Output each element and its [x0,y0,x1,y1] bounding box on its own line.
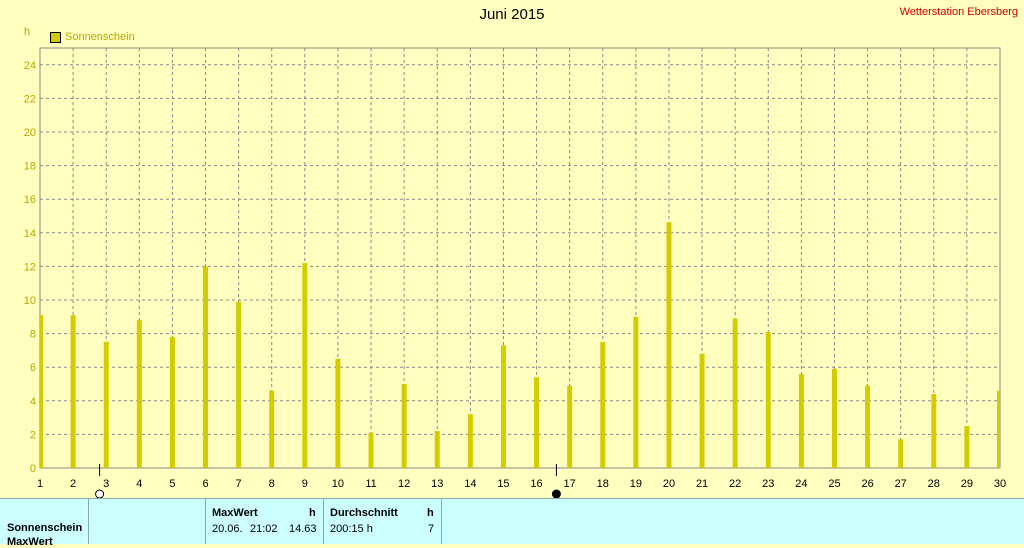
avg-total: 200:15 h [330,523,373,535]
plot-frame [39,47,1001,469]
x-tick-label: 2 [70,478,76,490]
x-tick-label: 25 [828,478,840,490]
bar [335,358,341,468]
row-label-sonnenschein: Sonnenschein [7,522,83,534]
y-tick-label: 4 [30,396,36,408]
bar [40,315,43,468]
max-header: MaxWert [212,507,258,519]
station-name: Wetterstation Ebersberg [899,6,1018,18]
bar [534,377,540,468]
panel-separator [205,499,206,544]
bar [798,373,804,468]
x-tick-label: 21 [696,478,708,490]
panel-separator [88,499,89,544]
x-tick-label: 7 [236,478,242,490]
panel-separator [441,499,442,544]
bar [136,320,142,468]
bar [302,263,308,468]
y-tick-label: 0 [30,463,36,475]
max-time: 21:02 [250,523,278,535]
bar [633,316,639,468]
y-tick-label: 12 [24,261,36,273]
x-tick-label: 14 [464,478,476,490]
bar [931,394,937,468]
max-unit: h [309,507,316,519]
bar [831,368,837,468]
bar [600,342,606,468]
x-tick-label: 29 [961,478,973,490]
legend-swatch [50,31,61,43]
y-tick-label: 22 [24,93,36,105]
y-tick-label: 14 [24,228,36,240]
max-value: 14.63 [289,523,317,535]
x-tick-label: 15 [497,478,509,490]
bar [401,384,407,468]
y-tick-label: 10 [24,295,36,307]
x-tick-label: 23 [762,478,774,490]
x-tick-label: 11 [365,478,376,490]
bar [765,331,771,468]
stats-panel: Sonnenschein MaxWert MaxWert h 20.06. 21… [0,498,1024,548]
row-label-maxwert: MaxWert [7,536,53,548]
y-tick-label: 2 [30,429,36,441]
x-tick-label: 24 [795,478,807,490]
y-tick-label: 18 [24,161,36,173]
max-date: 20.06. [212,523,243,535]
x-tick-label: 28 [928,478,940,490]
bar [898,439,904,468]
x-tick-label: 26 [861,478,873,490]
bar [567,385,573,468]
new-moon-icon [551,489,561,498]
bar [997,390,1000,468]
x-tick-label: 6 [202,478,208,490]
x-tick-label: 12 [398,478,410,490]
bar [500,345,506,468]
bar [699,353,705,468]
bar [434,431,440,468]
bar [236,301,242,468]
panel-separator [323,499,324,544]
x-tick-label: 16 [530,478,542,490]
legend-label: Sonnenschein [65,31,135,43]
full-moon-icon [95,489,105,498]
x-tick-label: 22 [729,478,741,490]
x-tick-label: 5 [169,478,175,490]
x-tick-label: 10 [332,478,344,490]
avg-unit: h [427,507,434,519]
y-tick-label: 20 [24,127,36,139]
y-tick-label: 24 [24,60,36,72]
x-tick-label: 30 [994,478,1006,490]
bar [269,390,275,468]
avg-value: 7 [428,523,435,535]
bar [169,336,175,468]
bar [865,385,871,468]
bar [368,432,374,468]
x-tick-label: 13 [431,478,443,490]
x-tick-label: 27 [895,478,907,490]
y-axis-unit: h [24,26,31,38]
legend: Sonnenschein [50,31,135,43]
bar [70,315,76,468]
x-tick-label: 9 [302,478,308,490]
x-tick-label: 8 [269,478,275,490]
avg-header: Durchschnitt [330,507,398,519]
x-tick-label: 20 [663,478,675,490]
y-tick-label: 6 [30,362,36,374]
bar [732,318,738,468]
bar [103,342,109,468]
x-tick-label: 18 [597,478,609,490]
y-tick-label: 16 [24,194,36,206]
x-tick-label: 1 [37,478,43,490]
bar [666,222,672,468]
x-tick-label: 4 [136,478,142,490]
bar [964,426,970,468]
chart-title: Juni 2015 [479,6,545,23]
x-tick-label: 17 [564,478,576,490]
bar [203,266,209,468]
x-tick-label: 3 [103,478,109,490]
y-tick-label: 8 [30,329,36,341]
bar [467,414,473,468]
x-tick-label: 19 [630,478,642,490]
